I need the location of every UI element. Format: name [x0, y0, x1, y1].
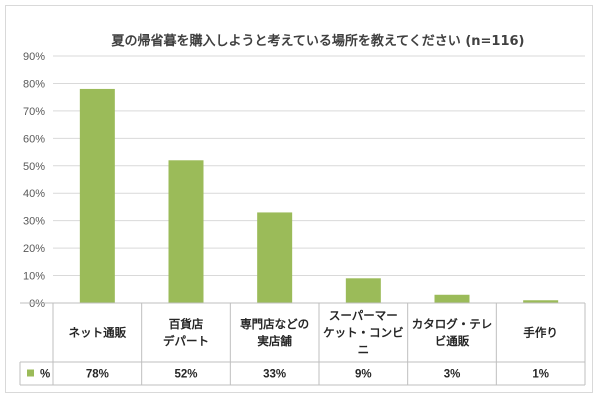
- category-label: 百貨店: [169, 317, 204, 331]
- legend-label: %: [40, 369, 50, 381]
- category-label: スーパーマー: [329, 309, 398, 323]
- y-tick-label: 80%: [23, 78, 45, 90]
- data-label: 78%: [86, 369, 109, 381]
- y-axis-ticks: 0% 10% 20% 30% 40% 50% 60% 70% 80% 90%: [23, 51, 45, 310]
- y-tick-label: 30%: [23, 216, 45, 228]
- bar: [168, 160, 204, 303]
- y-tick-label: 0%: [29, 298, 45, 310]
- data-label: 33%: [263, 369, 286, 381]
- y-tick-label: 20%: [23, 243, 45, 255]
- category-label: ビ通販: [435, 334, 470, 348]
- category-label: 専門店などの: [240, 317, 309, 331]
- gridlines: [53, 55, 585, 304]
- category-label: ニ: [358, 343, 370, 357]
- y-tick-label: 40%: [23, 188, 45, 200]
- data-label: 9%: [355, 369, 372, 381]
- y-tick-label: 50%: [23, 161, 45, 173]
- category-label: カタログ・テレ: [412, 317, 493, 331]
- bar: [523, 300, 559, 303]
- data-label: 52%: [174, 369, 197, 381]
- category-label: 実店舗: [257, 334, 292, 348]
- bar: [257, 212, 293, 303]
- bars: [79, 88, 559, 303]
- bar: [79, 88, 115, 303]
- y-tick-label: 90%: [23, 51, 45, 63]
- category-label: デパート: [163, 334, 209, 348]
- category-label: ネット通販: [69, 326, 127, 340]
- y-tick-label: 10%: [23, 271, 45, 283]
- data-label: 3%: [444, 369, 461, 381]
- data-label: 1%: [532, 369, 549, 381]
- bar: [434, 294, 470, 303]
- y-tick-label: 60%: [23, 133, 45, 145]
- category-label: ケット・コンビ: [323, 326, 404, 340]
- category-label: 手作り: [523, 326, 558, 340]
- chart-title: 夏の帰省暮を購入しようと考えている場所を教えてください (n=116): [110, 33, 524, 49]
- bar: [345, 278, 381, 303]
- y-tick-label: 70%: [23, 106, 45, 118]
- legend-swatch: [27, 369, 34, 377]
